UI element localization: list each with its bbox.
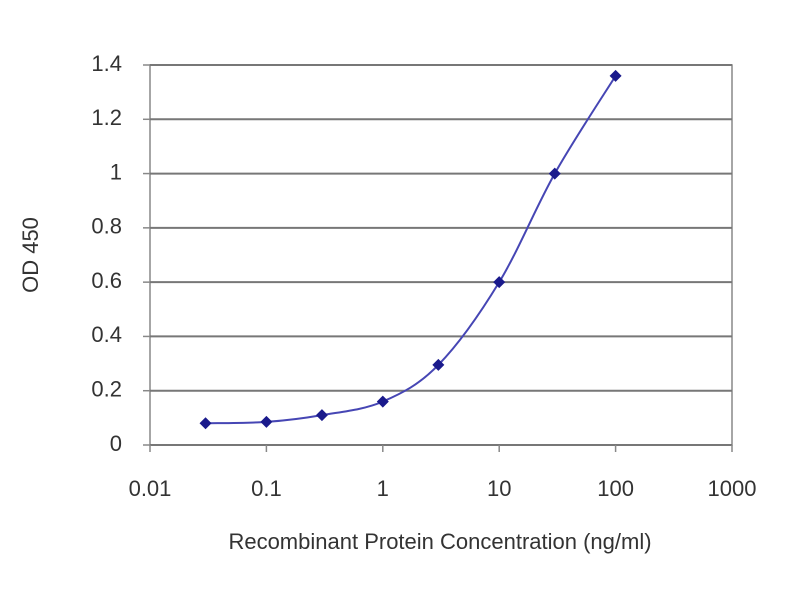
y-tick-label: 0.2 (91, 377, 122, 402)
x-tick-label: 10 (487, 476, 511, 501)
x-tick-label: 0.1 (251, 476, 282, 501)
x-tick-label: 0.01 (129, 476, 172, 501)
data-point (376, 395, 389, 408)
y-tick-label: 1.2 (91, 105, 122, 130)
y-axis-label: OD 450 (18, 217, 43, 293)
x-tick-label: 1 (377, 476, 389, 501)
data-point (315, 409, 328, 422)
x-tick-label: 100 (597, 476, 634, 501)
x-tick-label: 1000 (708, 476, 757, 501)
y-tick-label: 0.6 (91, 268, 122, 293)
y-tick-label: 0.8 (91, 214, 122, 239)
x-axis-label: Recombinant Protein Concentration (ng/ml… (228, 529, 651, 554)
data-point (493, 276, 506, 289)
y-tick-label: 1 (110, 159, 122, 184)
y-tick-label: 0 (110, 431, 122, 456)
y-tick-label: 1.4 (91, 51, 122, 76)
y-tick-label: 0.4 (91, 322, 122, 347)
data-point (432, 358, 445, 371)
data-point (260, 415, 273, 428)
data-point (548, 167, 561, 180)
plot-area (149, 64, 733, 446)
data-point (609, 69, 622, 82)
data-point (199, 417, 212, 430)
